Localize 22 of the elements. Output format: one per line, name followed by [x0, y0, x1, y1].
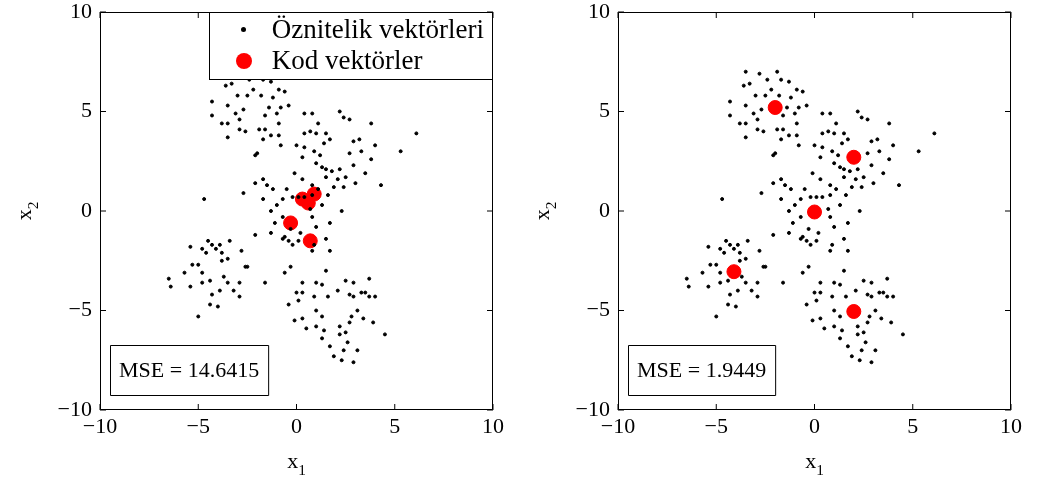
- y-tick-label: 0: [599, 196, 610, 222]
- y-tick-label: −5: [586, 296, 610, 322]
- y-tick-label: 0: [81, 196, 92, 222]
- x-tick-label: 10: [482, 412, 504, 438]
- x-tick-label: 5: [389, 412, 401, 438]
- x-tick-label: 0: [291, 412, 302, 438]
- x-tick-label: −5: [186, 412, 210, 438]
- y-tick-label: 10: [70, 0, 92, 23]
- y-tick-label: 10: [588, 0, 610, 23]
- y-tick-label: 5: [81, 97, 92, 123]
- y-axis-title: x2: [10, 201, 41, 221]
- x-tick-label: 10: [1000, 412, 1022, 438]
- legend-label: Kod vektörler: [271, 45, 423, 76]
- y-tick-label: 5: [599, 97, 610, 123]
- x-tick-label: 0: [809, 412, 820, 438]
- y-tick-label: −5: [68, 296, 92, 322]
- annotation: MSE = 14.6415: [119, 356, 260, 382]
- y-axis-title: x2: [528, 201, 559, 221]
- x-tick-label: −5: [704, 412, 728, 438]
- annotation: MSE = 1.9449: [637, 356, 767, 382]
- x-tick-label: 5: [907, 412, 919, 438]
- legend-label: Öznitelik vektörleri: [271, 14, 484, 45]
